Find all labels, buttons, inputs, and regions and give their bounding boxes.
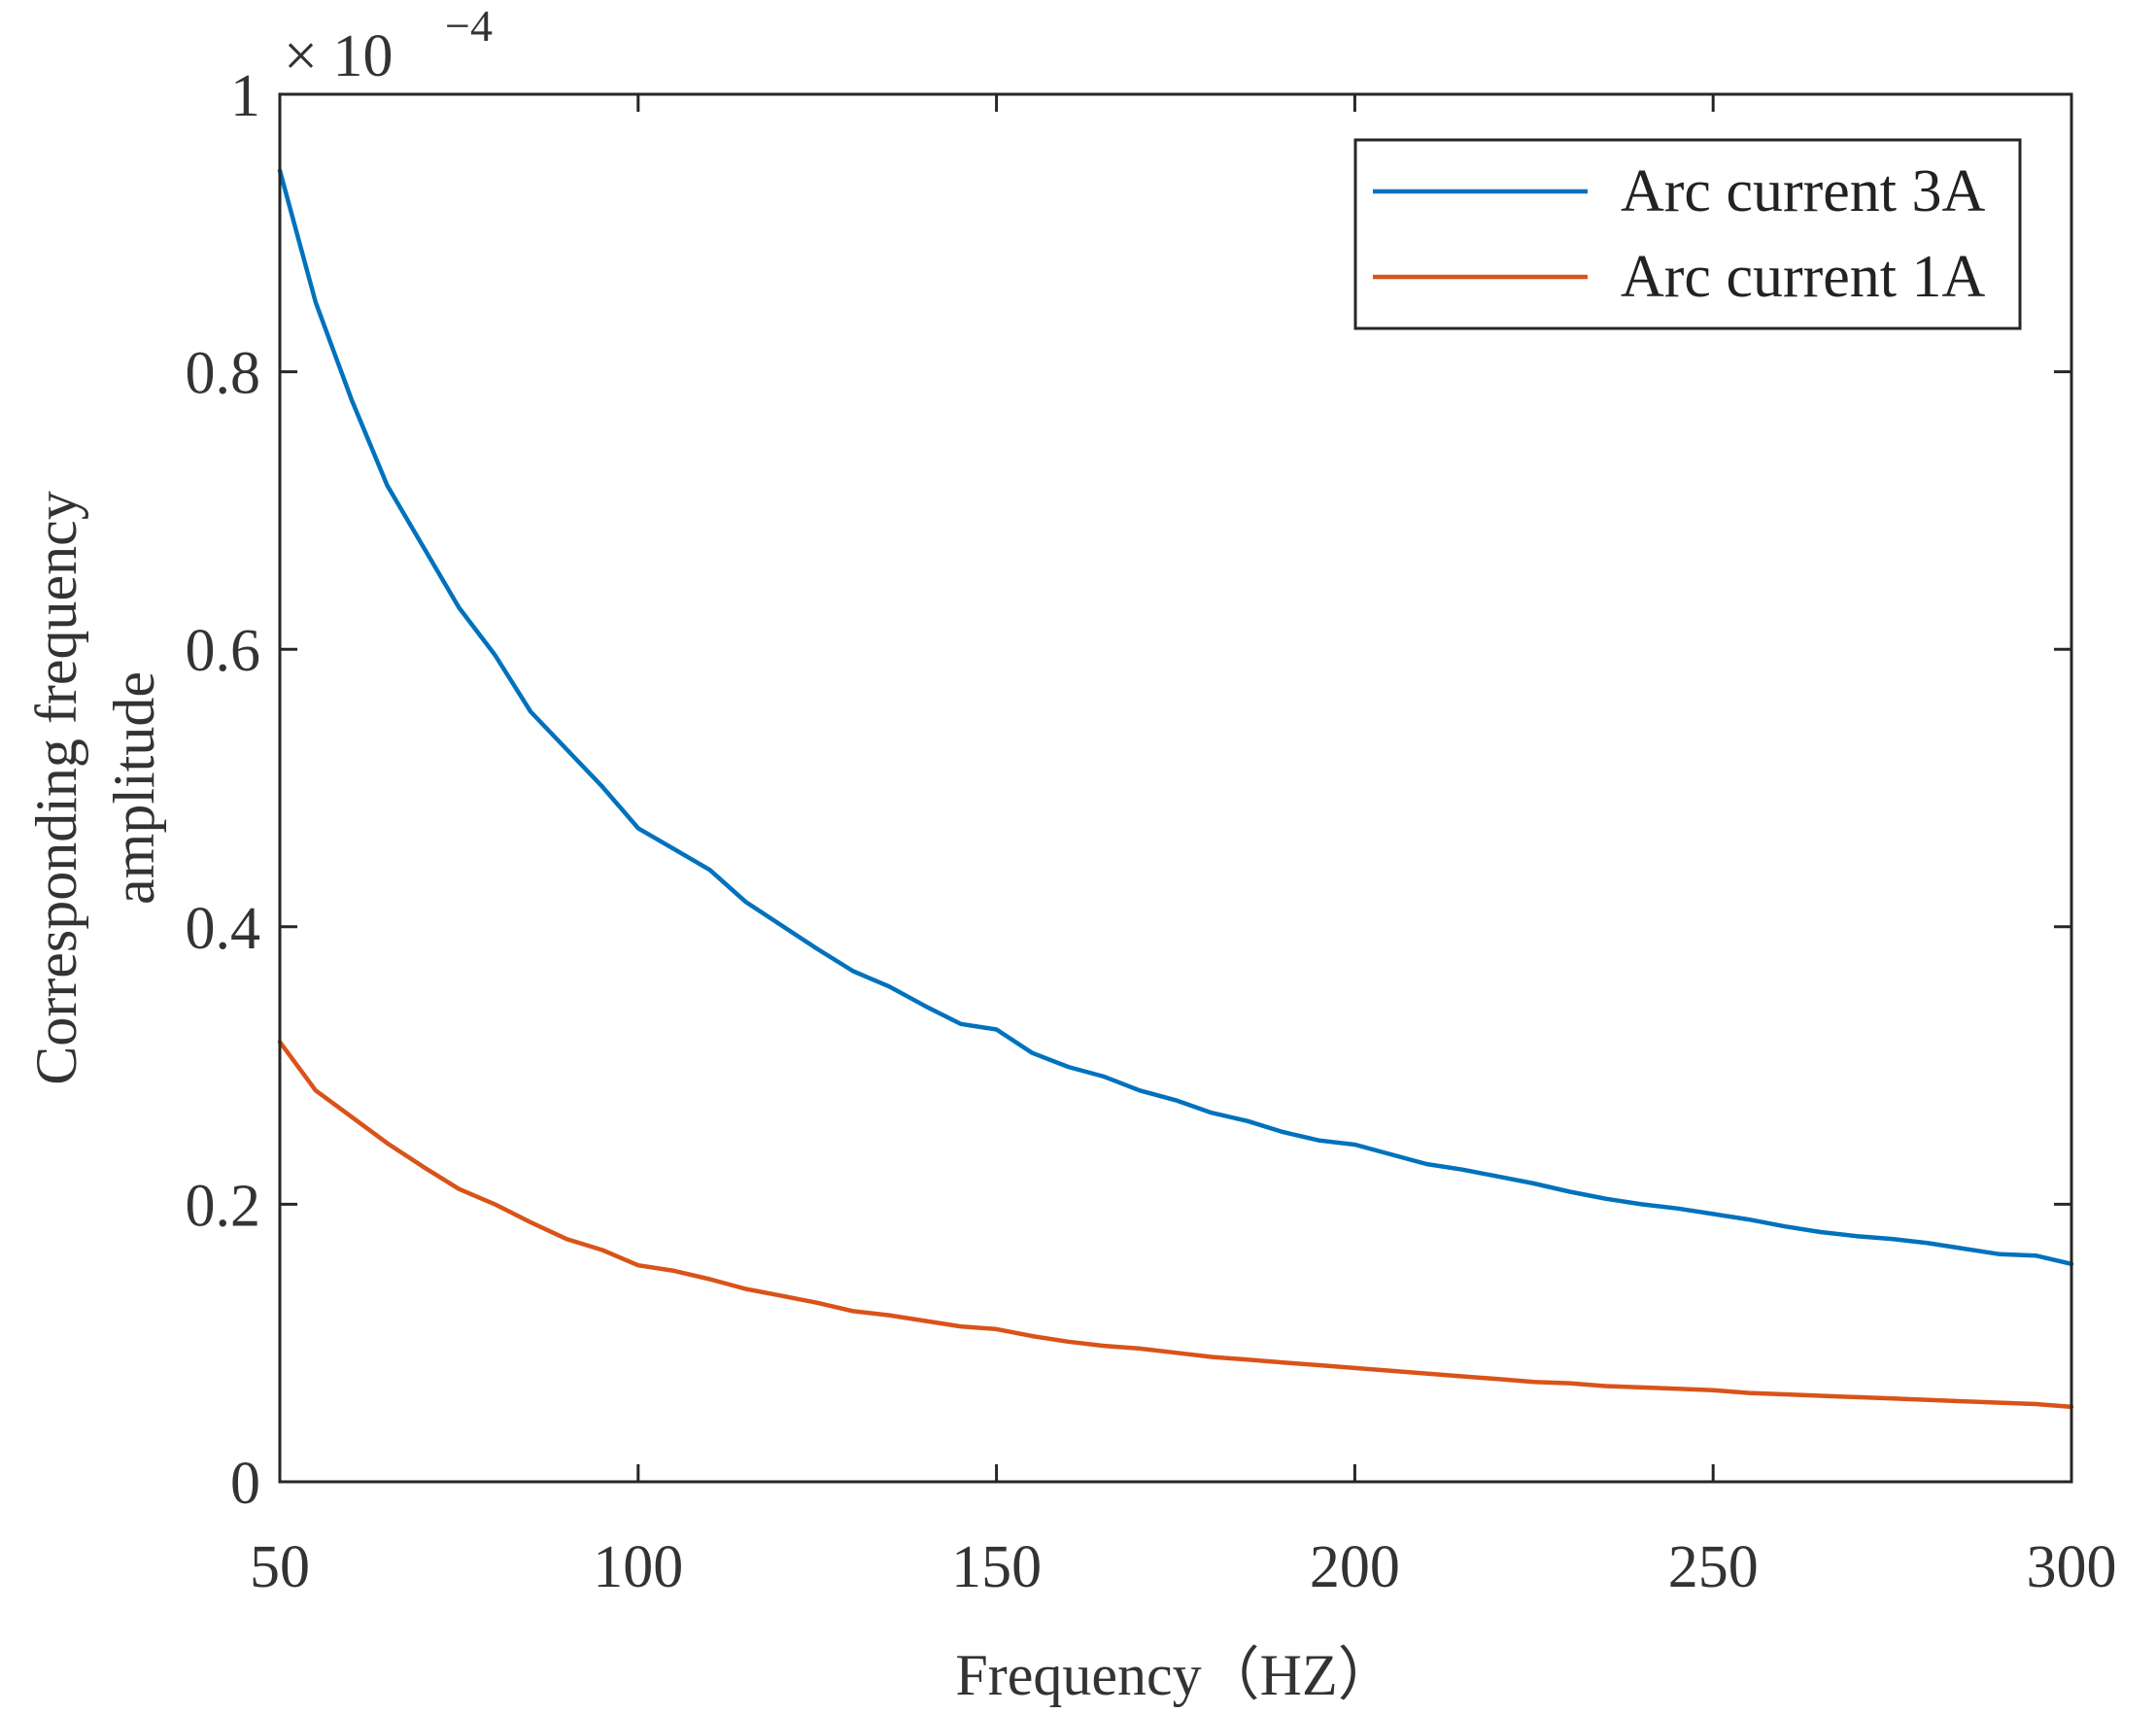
series-layer (277, 168, 2074, 1410)
y-tick-label: 0.6 (186, 618, 261, 684)
x-tick-label: 200 (1310, 1534, 1400, 1600)
y-axis: 0 0.2 0.4 0.6 0.8 1 (186, 63, 2071, 1517)
y-tick-label: 0.4 (186, 896, 261, 962)
x-tick-label: 300 (2027, 1534, 2117, 1600)
legend-label-arc-current-3a: Arc current 3A (1621, 158, 1985, 224)
legend: Arc current 3A Arc current 1A (1353, 138, 2022, 330)
x-axis: 50 100 150 200 250 300 (250, 94, 2117, 1600)
series-line-arc-current-1a (277, 1040, 2074, 1410)
y-multiplier-base: × 10 (284, 23, 393, 89)
y-multiplier-exponent: −4 (445, 1, 493, 51)
y-tick-label: 0.2 (186, 1173, 261, 1239)
x-tick-label: 150 (951, 1534, 1042, 1600)
x-tick-label: 100 (593, 1534, 683, 1600)
x-tick-label: 50 (250, 1534, 310, 1600)
y-axis-title-line-2: amplitude (102, 671, 166, 905)
legend-label-arc-current-1a: Arc current 1A (1621, 244, 1985, 310)
x-axis-title: Frequency（HZ） (955, 1643, 1395, 1707)
y-tick-label: 0.8 (186, 341, 261, 407)
legend-box (1353, 138, 2022, 330)
y-axis-title-line-1: Corresponding frequency (24, 491, 88, 1084)
y-tick-label: 0 (230, 1451, 260, 1517)
plot-frame (278, 92, 2073, 1484)
y-axis-title: Corresponding frequency amplitude (24, 491, 166, 1084)
y-tick-label: 1 (230, 63, 260, 129)
x-tick-label: 250 (1668, 1534, 1759, 1600)
series-line-arc-current-3a (277, 168, 2074, 1267)
